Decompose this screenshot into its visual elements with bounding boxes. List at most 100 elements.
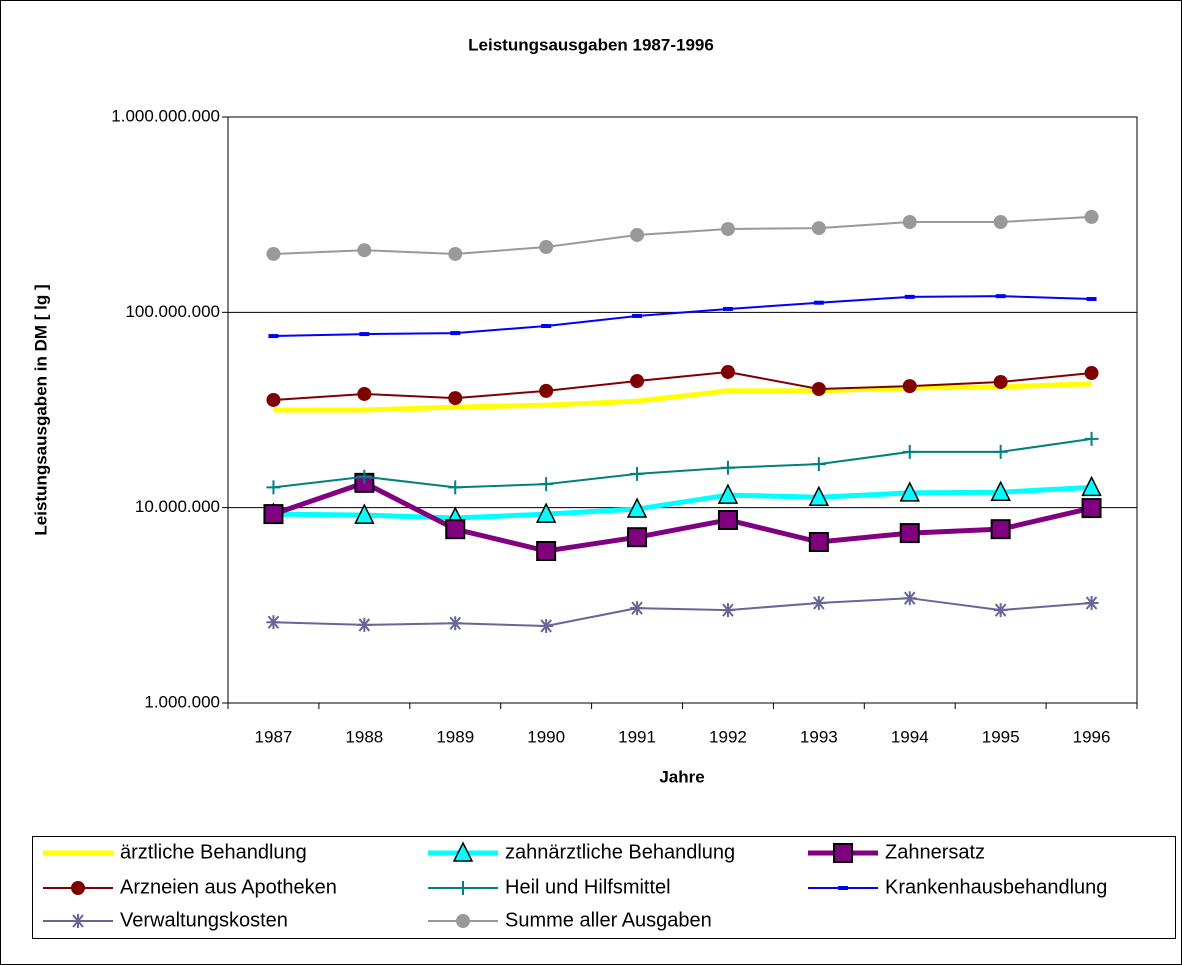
marker [535, 502, 557, 523]
marker [811, 596, 826, 611]
legend-label: Heil und Hilfsmittel [505, 876, 671, 898]
x-tick-label: 1990 [527, 727, 565, 746]
marker [448, 391, 463, 406]
marker [1084, 366, 1099, 381]
marker [990, 480, 1011, 501]
marker [357, 243, 372, 258]
x-tick-label: 1991 [618, 727, 656, 746]
marker [717, 509, 738, 530]
series-line [273, 295, 1092, 338]
marker [990, 519, 1011, 540]
marker [630, 466, 645, 481]
marker [630, 374, 645, 389]
y-tick-label: 100.000.000 [125, 302, 220, 321]
series-line [273, 215, 1092, 255]
marker [626, 497, 648, 518]
marker [899, 481, 920, 502]
legend-entry: zahnärztliche Behandlung [428, 841, 735, 863]
marker [1084, 431, 1099, 446]
marker [1084, 209, 1099, 224]
marker [902, 591, 917, 606]
marker [808, 532, 829, 553]
legend-label: Zahnersatz [885, 841, 985, 863]
legend-label: Summe aller Ausgaben [505, 909, 712, 931]
series-line [273, 437, 1092, 489]
y-tick-label: 1.000.000.000 [111, 106, 220, 125]
marker [539, 618, 554, 633]
marker [811, 382, 826, 397]
marker [539, 477, 554, 492]
x-tick-label: 1989 [436, 727, 474, 746]
legend-entry: ärztliche Behandlung [43, 841, 307, 863]
marker [808, 485, 830, 507]
x-tick-label: 1987 [255, 727, 293, 746]
marker [717, 483, 739, 504]
series-line [273, 484, 1092, 521]
marker [993, 374, 1008, 389]
legend-entry: Summe aller Ausgaben [428, 909, 712, 931]
marker [833, 843, 853, 863]
marker [720, 364, 735, 379]
x-tick-label: 1988 [345, 727, 383, 746]
series-line [273, 597, 1092, 627]
series-line [272, 480, 1093, 554]
marker [720, 460, 735, 475]
marker [448, 616, 463, 631]
x-axis-label: Jahre [659, 767, 704, 786]
marker [993, 603, 1008, 618]
chart-title: Leistungsausgaben 1987-1996 [468, 35, 714, 54]
marker [720, 603, 735, 618]
marker [720, 222, 735, 237]
marker [71, 914, 85, 928]
marker [354, 503, 375, 524]
marker [811, 457, 826, 472]
marker [71, 881, 85, 895]
marker [993, 215, 1008, 230]
legend-label: zahnärztliche Behandlung [505, 841, 735, 863]
series-line [273, 381, 1092, 413]
y-tick-label: 1.000.000 [144, 692, 220, 711]
marker [539, 383, 554, 398]
legend-entry: Verwaltungskosten [43, 909, 288, 931]
marker [263, 504, 284, 525]
marker [539, 240, 554, 255]
y-tick-label: 10.000.000 [135, 497, 220, 516]
marker [811, 221, 826, 236]
x-tick-label: 1993 [800, 727, 838, 746]
marker [902, 215, 917, 230]
marker [266, 480, 281, 495]
marker [448, 246, 463, 261]
marker [902, 379, 917, 394]
marker [630, 601, 645, 616]
marker [266, 615, 281, 630]
marker [630, 227, 645, 242]
marker [445, 519, 466, 540]
y-axis-label: Leistungsausgaben in DM [ lg ] [31, 284, 50, 535]
legend-label: ärztliche Behandlung [120, 841, 307, 863]
marker [266, 246, 281, 261]
marker [1084, 596, 1099, 611]
marker [536, 541, 557, 562]
marker [452, 841, 474, 862]
x-tick-label: 1992 [709, 727, 747, 746]
x-tick-label: 1995 [982, 727, 1020, 746]
series-line [273, 370, 1092, 401]
legend-entry: Zahnersatz [808, 841, 985, 863]
marker [448, 480, 463, 495]
marker [899, 523, 920, 544]
legend-entry: Heil und Hilfsmittel [428, 876, 671, 898]
marker [456, 914, 470, 928]
marker [266, 392, 281, 407]
legend-box [32, 836, 1176, 939]
legend-label: Verwaltungskosten [120, 909, 288, 931]
marker [357, 469, 372, 484]
legend-label: Krankenhausbehandlung [885, 876, 1107, 898]
marker [357, 617, 372, 632]
legend-entry: Krankenhausbehandlung [808, 876, 1107, 898]
legend-entry: Arzneien aus Apotheken [43, 876, 337, 898]
x-tick-label: 1996 [1073, 727, 1111, 746]
x-tick-label: 1994 [891, 727, 929, 746]
marker [1081, 498, 1102, 519]
marker [456, 881, 470, 895]
marker [993, 444, 1008, 459]
